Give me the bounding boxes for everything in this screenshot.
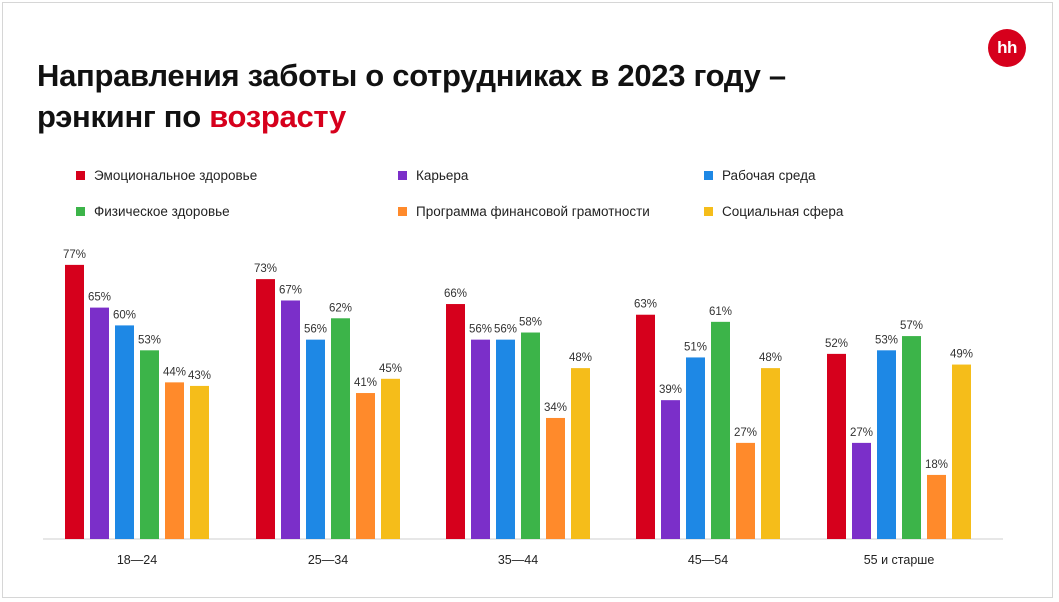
bar <box>165 382 184 539</box>
data-label: 53% <box>875 334 898 346</box>
title-line-2-prefix: рэнкинг по <box>37 99 201 134</box>
bar <box>852 442 871 539</box>
data-label: 49% <box>950 349 973 361</box>
bar <box>927 474 946 539</box>
bar <box>546 417 565 539</box>
data-label: 51% <box>684 341 707 353</box>
data-label: 65% <box>88 292 111 304</box>
bar-group: 77% 65%60% 53% 44% 43% <box>63 249 211 539</box>
bar <box>381 378 400 539</box>
bar <box>140 350 159 539</box>
legend-swatch <box>704 171 713 180</box>
bar <box>902 336 921 539</box>
x-tick-label: 25—34 <box>308 553 348 567</box>
bar-group: 52% 27% 53%57% 18% 49% <box>825 320 973 539</box>
legend-label: Физическое здоровье <box>94 204 230 219</box>
data-label: 52% <box>825 338 848 350</box>
title-line-2: рэнкинг по возрасту <box>37 96 786 137</box>
bar <box>306 339 325 539</box>
bar <box>661 400 680 539</box>
legend-swatch <box>398 171 407 180</box>
data-label: 34% <box>544 402 567 414</box>
data-label: 58% <box>519 317 542 329</box>
bar <box>877 350 896 539</box>
data-label: 27% <box>734 427 757 439</box>
data-label: 56% <box>304 324 327 336</box>
data-label: 48% <box>569 352 592 364</box>
bar <box>827 353 846 539</box>
bar <box>571 368 590 539</box>
x-tick-label: 35—44 <box>498 553 538 567</box>
legend-label: Программа финансовой грамотности <box>416 204 650 219</box>
data-label: 56% <box>469 324 492 336</box>
bar <box>761 368 780 539</box>
x-tick-label: 55 и старше <box>864 553 935 567</box>
legend-label: Карьера <box>416 168 469 183</box>
bar-group: 73%67% 56%62% 41%45% <box>254 263 402 539</box>
bar <box>446 304 465 539</box>
bar <box>190 385 209 539</box>
legend-swatch <box>76 207 85 216</box>
data-label: 41% <box>354 377 377 389</box>
legend-item: Карьера <box>398 168 468 183</box>
bar <box>90 307 109 539</box>
data-label: 62% <box>329 302 352 314</box>
data-label: 66% <box>444 288 467 300</box>
data-label: 27% <box>850 427 873 439</box>
data-label: 44% <box>163 366 186 378</box>
legend-swatch <box>704 207 713 216</box>
legend-label: Рабочая среда <box>722 168 816 183</box>
legend-item: Рабочая среда <box>704 168 815 183</box>
x-tick-label: 45—54 <box>688 553 728 567</box>
legend-swatch <box>76 171 85 180</box>
data-label: 43% <box>188 370 211 382</box>
data-label: 77% <box>63 249 86 261</box>
data-label: 48% <box>759 352 782 364</box>
data-label: 39% <box>659 384 682 396</box>
data-label: 63% <box>634 299 657 311</box>
bar <box>356 393 375 539</box>
bar-group: 66%56% 56%58%34%48% <box>444 288 592 539</box>
legend-item: Программа финансовой грамотности <box>398 204 650 219</box>
data-label: 60% <box>113 309 136 321</box>
bar-group: 63% 39% 51% 61% 27% 48% <box>634 299 782 539</box>
data-label: 18% <box>925 459 948 471</box>
page-title: Направления заботы о сотрудниках в 2023 … <box>37 55 786 137</box>
bar-chart: 77%65%60%53%44% 43%18—2473%67%56%62%41%45… <box>43 249 1003 567</box>
legend-label: Социальная сфера <box>722 204 844 219</box>
data-label: 53% <box>138 334 161 346</box>
bar <box>256 279 275 539</box>
bar <box>496 339 515 539</box>
title-accent-word: возрасту <box>209 99 346 134</box>
bar <box>711 321 730 539</box>
chart-legend: Эмоциональное здоровье Карьера Рабочая сре… <box>76 168 976 228</box>
legend-item: Эмоциональное здоровье <box>76 168 257 183</box>
data-label: 56% <box>494 324 517 336</box>
bar <box>736 442 755 539</box>
data-label: 67% <box>279 284 302 296</box>
x-tick-label: 18—24 <box>117 553 157 567</box>
bar <box>281 300 300 539</box>
legend-item: Социальная сфера <box>704 204 843 219</box>
bar <box>115 325 134 539</box>
legend-label: Эмоциональное здоровье <box>94 168 258 183</box>
hh-logo: hh <box>988 29 1026 67</box>
bar <box>521 332 540 539</box>
bar <box>65 264 84 539</box>
legend-item: Физическое здоровье <box>76 204 230 219</box>
bar <box>331 318 350 539</box>
data-label: 57% <box>900 320 923 332</box>
bar <box>636 314 655 539</box>
data-label: 73% <box>254 263 277 275</box>
bar <box>686 357 705 539</box>
title-line-1: Направления заботы о сотрудниках в 2023 … <box>37 58 786 93</box>
legend-swatch <box>398 207 407 216</box>
data-label: 61% <box>709 306 732 318</box>
bar <box>952 364 971 539</box>
data-label: 45% <box>379 363 402 375</box>
bar <box>471 339 490 539</box>
